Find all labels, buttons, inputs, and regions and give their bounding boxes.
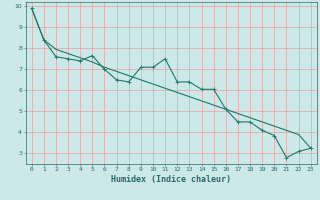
X-axis label: Humidex (Indice chaleur): Humidex (Indice chaleur)	[111, 175, 231, 184]
